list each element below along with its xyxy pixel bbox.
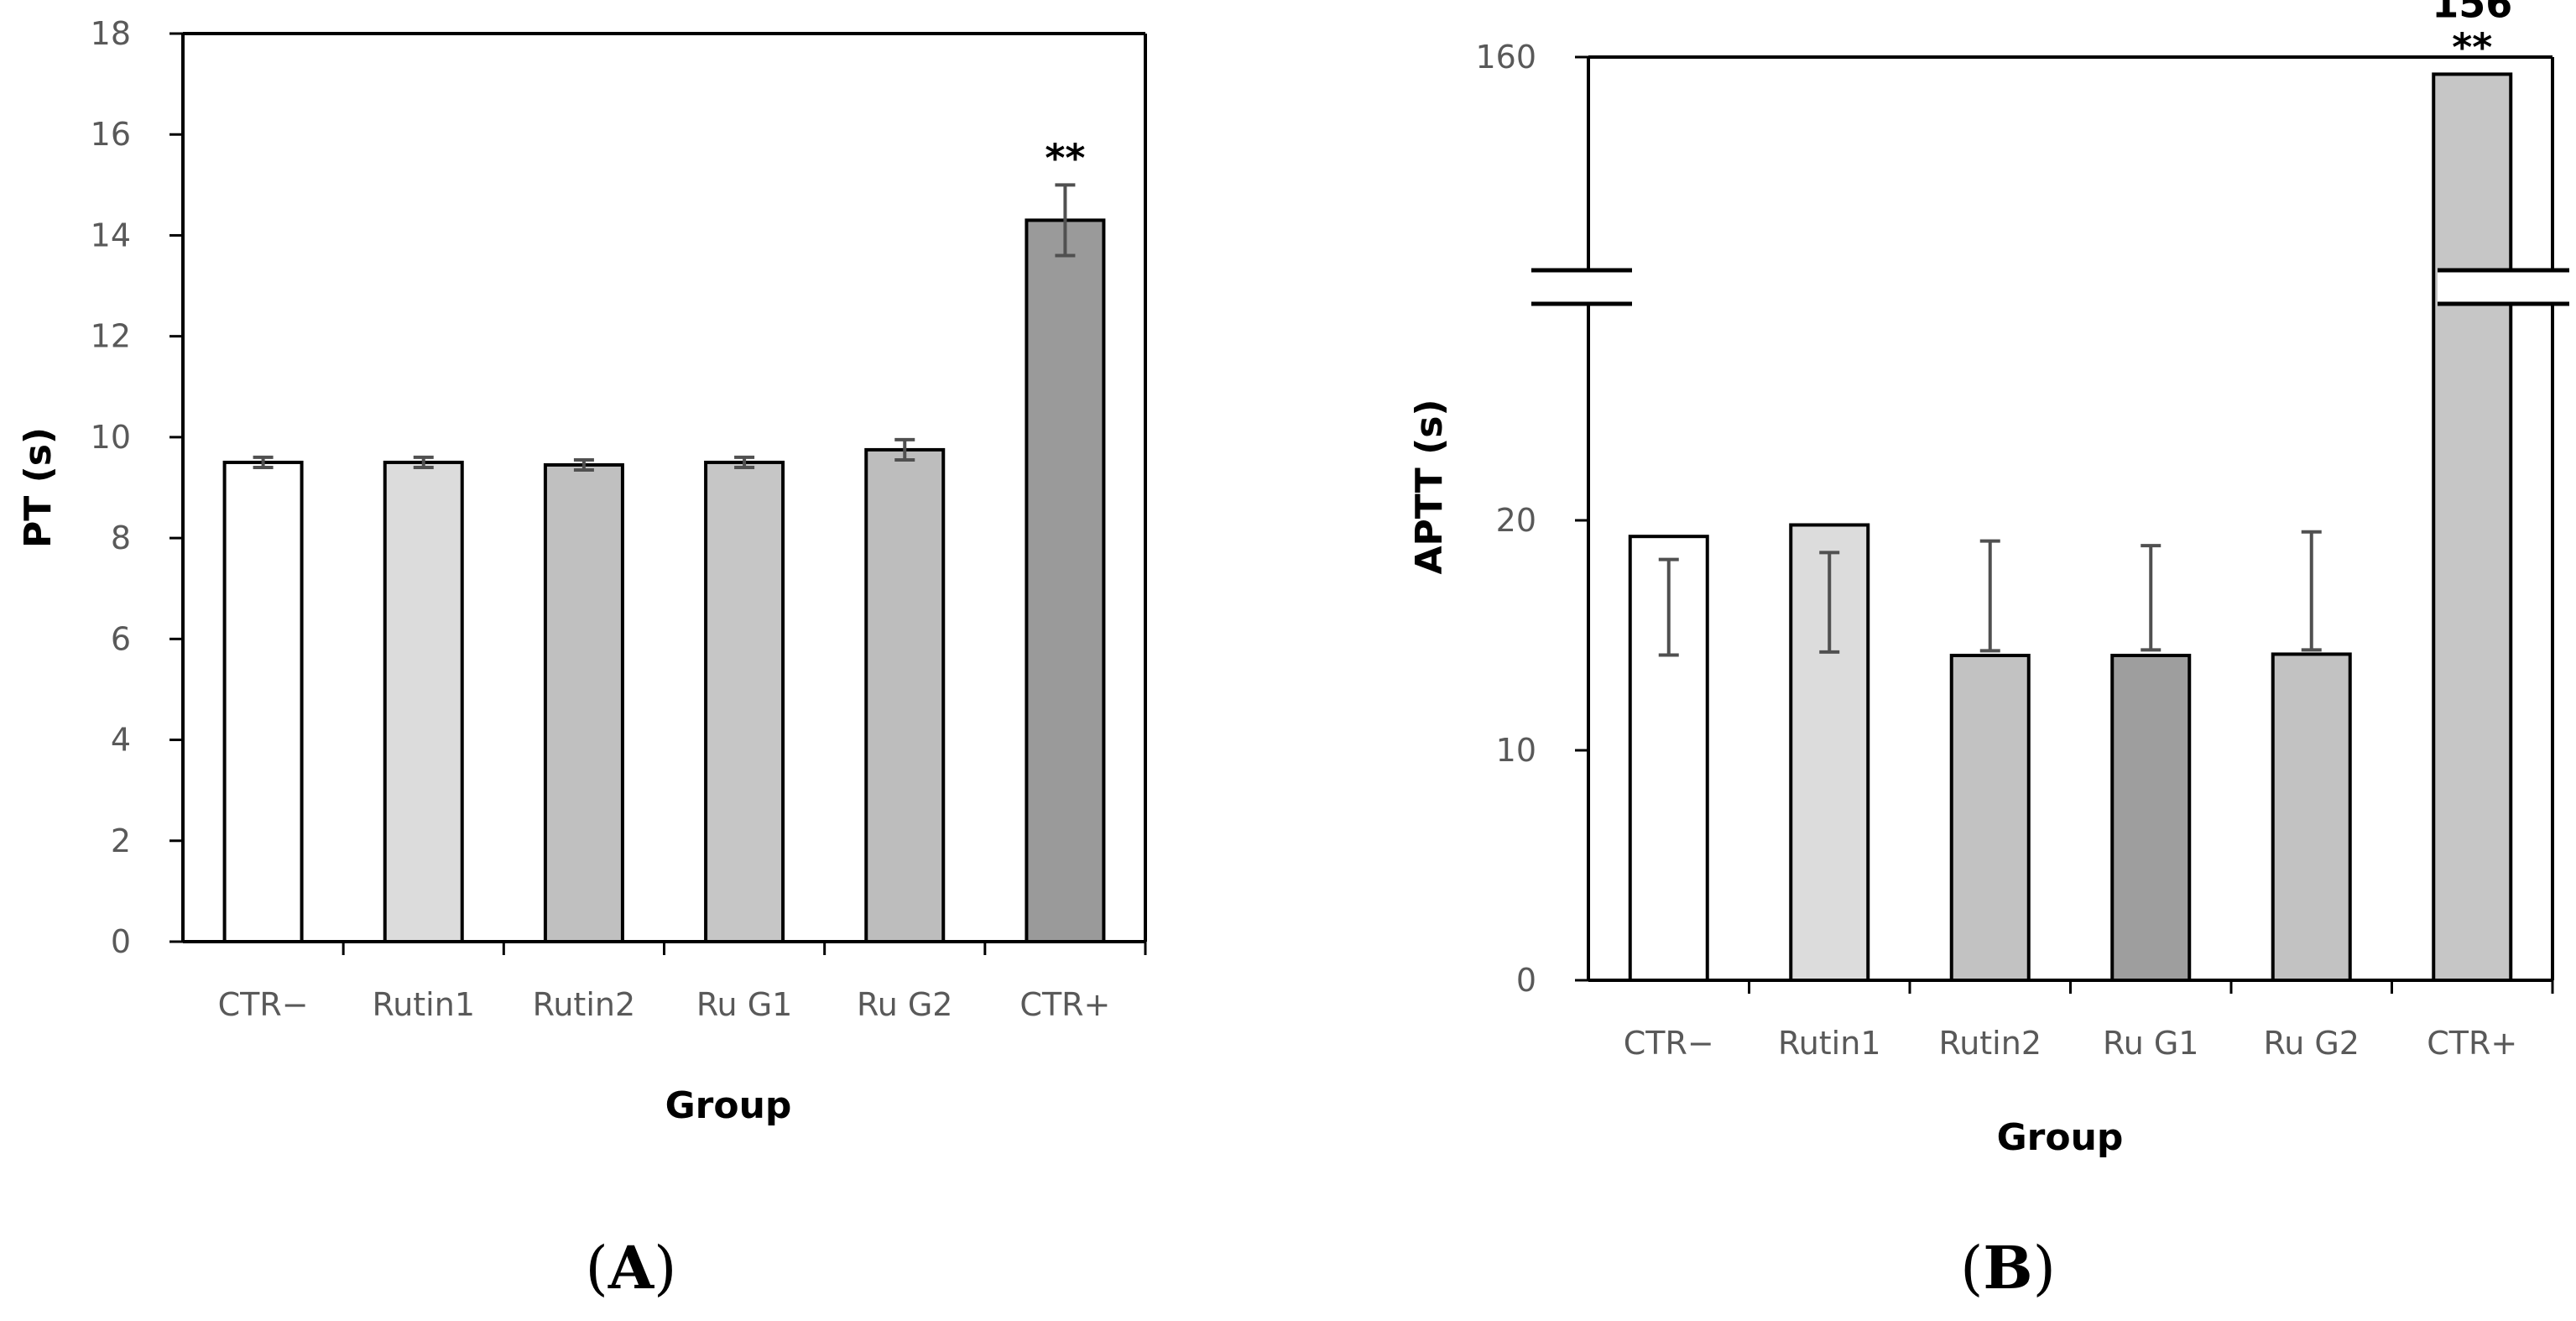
panel-a-y-tick-label: 10 xyxy=(91,419,131,456)
panel-a-category-label: CTR− xyxy=(218,986,309,1023)
panel-b-x-axis-title: Group xyxy=(1997,1116,2124,1159)
panel-a-y-tick-label: 4 xyxy=(111,722,131,759)
panel-a-significance-mark: ** xyxy=(1045,135,1085,180)
panel-b-value-label: 156 xyxy=(2432,0,2512,26)
panel-b-y-tick-label: 0 xyxy=(1516,962,1536,999)
panel-a-bar xyxy=(222,460,304,943)
panel-b-category-label: Ru G2 xyxy=(2264,1025,2360,1062)
panel-a-y-tick-label: 6 xyxy=(111,620,131,657)
panel-b-category-label: Ru G1 xyxy=(2103,1025,2198,1062)
panel-a-category-label: Ru G2 xyxy=(857,986,952,1023)
panel-b-y-tick-label: 20 xyxy=(1496,502,1536,539)
panel-a: 0 2 4 6 8 10 12 14 16 18 ** CTR− Rutin1 Rutin2 Ru G1… xyxy=(17,15,1147,1303)
panel-b: 0 10 20 160 **156 CTR− Rutin1 Rutin2 Ru G1 Ru G… xyxy=(1408,0,2576,1303)
panel-a-category-label: CTR+ xyxy=(1019,986,1110,1023)
panel-a-y-tick-label: 0 xyxy=(111,923,131,960)
panel-b-significance-mark: ** xyxy=(2452,24,2492,70)
panel-a-y-tick-label: 14 xyxy=(91,217,131,253)
panel-b-category-label: CTR− xyxy=(1624,1025,1714,1062)
panel-b-bar xyxy=(2110,653,2192,982)
panel-b-bar xyxy=(2271,652,2352,982)
panel-a-label: (A) xyxy=(586,1233,677,1303)
axis-break-gap-left xyxy=(1531,271,1632,303)
panel-a-bar xyxy=(704,460,785,943)
panel-a-category-label: Rutin1 xyxy=(373,986,476,1023)
panel-a-category-label: Ru G1 xyxy=(696,986,792,1023)
axis-break-gap-right xyxy=(2438,271,2576,303)
panel-b-y-tick-label: 160 xyxy=(1475,39,1536,76)
panel-a-y-tick-label: 16 xyxy=(91,116,131,153)
panel-a-y-tick-label: 12 xyxy=(91,318,131,355)
panel-a-y-tick-label: 8 xyxy=(111,520,131,556)
panel-b-bar xyxy=(2432,72,2513,982)
panel-a-bar xyxy=(383,460,464,943)
panel-a-y-tick-label: 2 xyxy=(111,822,131,859)
panel-b-bar xyxy=(1949,653,2031,982)
panel-a-bar xyxy=(543,462,624,943)
panel-b-category-label: Rutin1 xyxy=(1778,1025,1881,1062)
panel-a-x-axis-title: Group xyxy=(665,1084,792,1127)
panel-b-y-axis-title: APTT (s) xyxy=(1408,399,1451,574)
panel-a-y-axis-title: PT (s) xyxy=(17,427,60,548)
panel-a-y-tick-label: 18 xyxy=(91,15,131,52)
panel-b-label: (B) xyxy=(1960,1233,2056,1303)
panel-b-y-tick-label: 10 xyxy=(1496,732,1536,769)
panel-b-category-label: Rutin2 xyxy=(1939,1025,2042,1062)
panel-a-bar xyxy=(864,447,946,943)
panel-a-bar xyxy=(1025,218,1106,943)
panel-b-category-label: CTR+ xyxy=(2427,1025,2517,1062)
panel-a-category-label: Rutin2 xyxy=(533,986,636,1023)
